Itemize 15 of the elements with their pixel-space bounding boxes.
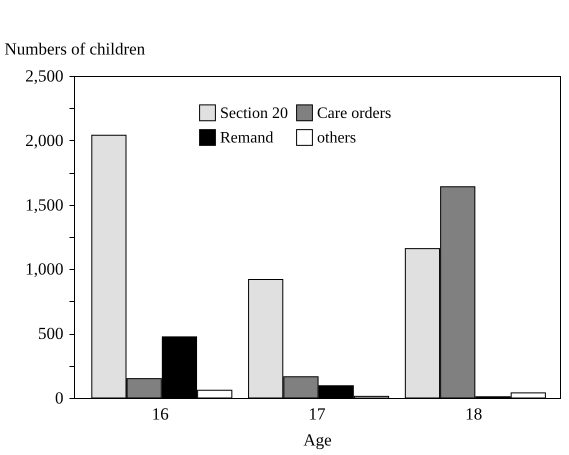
y-tick-label: 2,500 bbox=[25, 66, 64, 86]
y-axis-title: Numbers of children bbox=[4, 40, 146, 58]
legend-label: Section 20 bbox=[220, 104, 288, 122]
legend-label: Care orders bbox=[317, 104, 392, 122]
y-tick-label: 1,500 bbox=[25, 195, 64, 214]
y-tick-label: 1,000 bbox=[25, 260, 64, 279]
legend-label: others bbox=[317, 130, 356, 146]
x-axis-title: Age bbox=[303, 430, 332, 450]
legend-label: Remand bbox=[220, 130, 274, 146]
y-tick-label: 0 bbox=[55, 388, 64, 408]
x-tick-label: 18 bbox=[465, 404, 482, 424]
x-tick-label: 17 bbox=[308, 404, 326, 424]
y-tick-label: 500 bbox=[38, 324, 64, 344]
y-tick-label: 2,000 bbox=[25, 130, 64, 150]
x-tick-label: 16 bbox=[152, 404, 169, 424]
